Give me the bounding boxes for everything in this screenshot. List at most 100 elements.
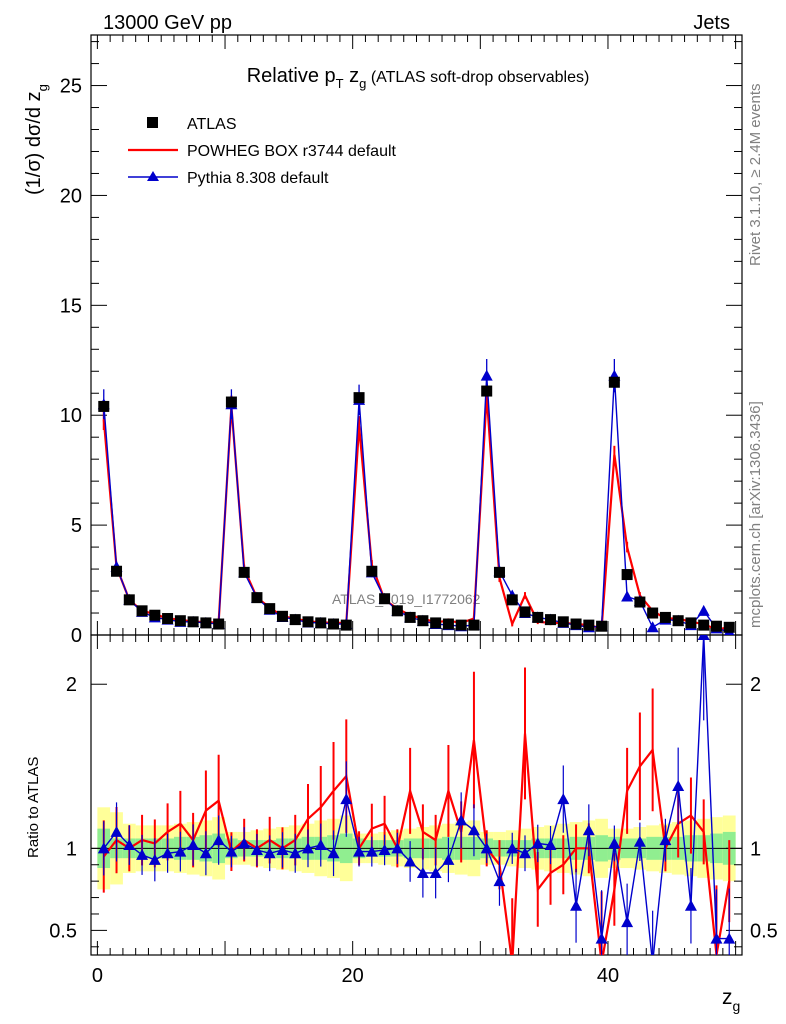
title-sub1: T bbox=[336, 76, 344, 91]
pythia-ratio-point bbox=[225, 845, 238, 857]
title-rest: (ATLAS soft-drop observables) bbox=[366, 69, 589, 86]
pythia-ratio-point bbox=[199, 847, 212, 859]
pythia-ratio-point bbox=[187, 839, 200, 851]
atlas-point bbox=[366, 565, 378, 577]
atlas-point bbox=[634, 596, 646, 608]
atlas-point bbox=[608, 376, 620, 388]
main-ylabel: (1/σ) dσ/d zg bbox=[23, 84, 50, 195]
atlas-point bbox=[264, 603, 276, 615]
atlas-point bbox=[710, 620, 722, 632]
legend-atlas-marker bbox=[147, 117, 158, 128]
ylabel-main: (1/σ) dσ/d z bbox=[23, 91, 45, 195]
header-right: Jets bbox=[693, 12, 730, 34]
atlas-point bbox=[162, 613, 174, 625]
title-sub2: g bbox=[359, 76, 366, 91]
pythia-ratio-point bbox=[621, 916, 634, 928]
atlas-point bbox=[379, 593, 391, 605]
atlas-point bbox=[340, 619, 352, 631]
pythia-ratio-point bbox=[544, 839, 557, 851]
y-tick-label-main: 10 bbox=[60, 405, 82, 427]
pythia-ratio-point bbox=[314, 839, 327, 851]
pythia-point bbox=[621, 590, 634, 602]
legend-pythia-label: Pythia 8.308 default bbox=[187, 170, 329, 187]
xlabel: zg bbox=[722, 986, 740, 1014]
x-tick-label: 20 bbox=[342, 965, 364, 987]
pythia-ratio-point bbox=[250, 843, 263, 855]
atlas-point bbox=[442, 618, 454, 630]
atlas-point bbox=[557, 616, 569, 628]
pythia-ratio-point bbox=[697, 635, 710, 640]
y-tick-label-main: 25 bbox=[60, 76, 82, 98]
atlas-point bbox=[289, 614, 301, 626]
atlas-point bbox=[136, 605, 148, 617]
pythia-ratio-point bbox=[684, 899, 697, 911]
plot-title: Relative pT zg (ATLAS soft-drop observab… bbox=[247, 65, 590, 91]
title-mid: z bbox=[344, 65, 360, 87]
main-plot-series bbox=[97, 359, 735, 635]
atlas-point bbox=[506, 594, 518, 606]
pythia-ratio-point bbox=[365, 845, 378, 857]
atlas-point bbox=[149, 609, 161, 621]
pythia-point bbox=[646, 621, 659, 633]
atlas-point bbox=[468, 619, 480, 631]
pythia-ratio-point bbox=[710, 932, 723, 944]
pythia-ratio-line bbox=[103, 635, 730, 955]
legend-powheg-label: POWHEG BOX r3744 default bbox=[187, 143, 397, 160]
y-tick-label-main: 20 bbox=[60, 185, 82, 207]
pythia-ratio-point bbox=[467, 824, 480, 836]
pythia-ratio-point bbox=[723, 932, 736, 944]
atlas-point bbox=[647, 607, 659, 619]
atlas-point bbox=[685, 617, 697, 629]
y-tick-label-ratio: 2 bbox=[66, 674, 77, 696]
title-main: Relative p bbox=[247, 65, 336, 87]
atlas-point bbox=[417, 615, 429, 627]
x-tick-label: 40 bbox=[597, 965, 619, 987]
atlas-point bbox=[98, 400, 110, 412]
ratio-plot-series bbox=[97, 635, 736, 968]
pythia-ratio-point bbox=[97, 842, 110, 854]
legend-pythia-marker bbox=[147, 171, 159, 181]
pythia-ratio-point bbox=[289, 847, 302, 859]
atlas-point bbox=[519, 606, 531, 618]
pythia-ratio-point bbox=[391, 842, 404, 854]
pythia-ratio-point bbox=[302, 842, 314, 854]
y-tick-label-ratio: 1 bbox=[66, 838, 77, 860]
pythia-ratio-point bbox=[531, 837, 544, 849]
pythia-ratio-point bbox=[276, 843, 289, 855]
atlas-point bbox=[596, 620, 608, 632]
pythia-ratio-point bbox=[455, 814, 468, 826]
header-left: 13000 GeV pp bbox=[103, 12, 232, 34]
pythia-ratio-point bbox=[519, 847, 531, 859]
atlas-point bbox=[455, 619, 467, 631]
pythia-ratio-point bbox=[582, 824, 595, 836]
y-tick-label-ratio-right: 0.5 bbox=[750, 920, 778, 942]
atlas-point bbox=[111, 565, 123, 577]
pythia-point bbox=[480, 369, 493, 381]
legend: ATLAS POWHEG BOX r3744 default Pythia 8.… bbox=[128, 116, 397, 187]
pythia-point bbox=[697, 604, 710, 616]
x-tick-label: 0 bbox=[92, 965, 103, 987]
atlas-point bbox=[200, 617, 212, 629]
pythia-ratio-point bbox=[110, 825, 123, 837]
axis-ticks bbox=[91, 35, 742, 955]
pythia-ratio-point bbox=[238, 837, 251, 849]
y-tick-label-main: 15 bbox=[60, 295, 82, 317]
atlas-point bbox=[174, 615, 186, 627]
powheg-ratio-line bbox=[102, 733, 731, 955]
pythia-ratio-point bbox=[647, 957, 659, 968]
y-tick-label-ratio-right: 1 bbox=[750, 838, 761, 860]
pythia-ratio-point bbox=[480, 842, 493, 854]
pythia-ratio-point bbox=[429, 866, 442, 878]
atlas-point bbox=[672, 615, 684, 627]
atlas-point bbox=[187, 616, 199, 628]
atlas-point bbox=[698, 619, 710, 631]
ratio-plot-frame bbox=[90, 634, 743, 956]
pythia-ratio-point bbox=[378, 843, 391, 855]
atlas-point bbox=[430, 617, 442, 629]
tick-labels: 0 20 40 0 5 10 15 20 25 0.5 0.5 1 1 2 2 bbox=[49, 76, 778, 987]
atlas-point bbox=[532, 611, 544, 623]
y-tick-label-main: 0 bbox=[71, 625, 82, 647]
pythia-ratio-point bbox=[263, 847, 276, 859]
pythia-ratio-point bbox=[161, 847, 174, 859]
